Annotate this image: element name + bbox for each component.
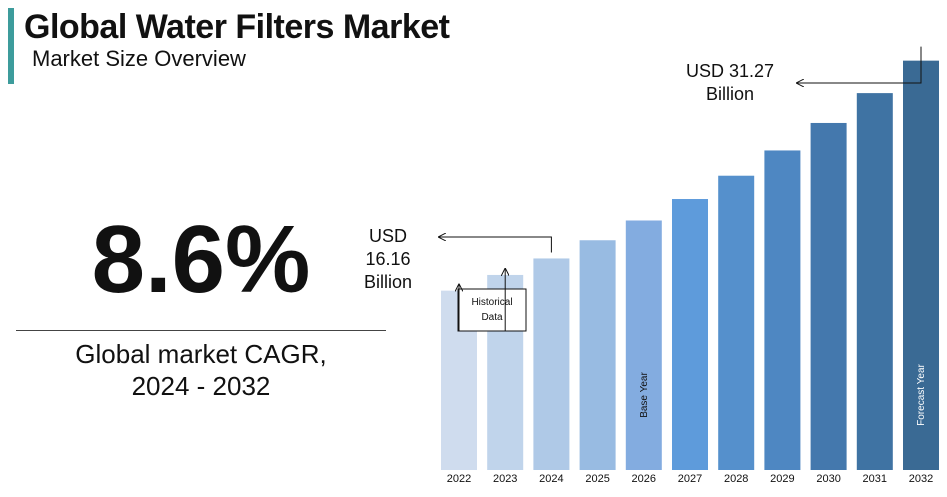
bar-2024 <box>533 258 570 470</box>
base-year-label: Base Year <box>639 372 650 418</box>
bar-2027 <box>672 199 708 470</box>
end-value-arrow <box>797 46 922 83</box>
cagr-label-line1: Global market CAGR, <box>75 339 327 369</box>
tick-label-2031: 2031 <box>863 473 887 485</box>
bar-2029 <box>764 150 801 470</box>
tick-label-2030: 2030 <box>816 473 840 485</box>
bar-2025 <box>579 240 616 470</box>
bar-2032 <box>903 60 939 470</box>
tick-label-2032: 2032 <box>909 473 933 485</box>
tick-label-2026: 2026 <box>632 473 656 485</box>
tick-label-2029: 2029 <box>770 473 794 485</box>
tick-label-2022: 2022 <box>447 473 471 485</box>
historical-data-box <box>457 288 527 332</box>
cagr-label-line2: 2024 - 2032 <box>131 371 271 401</box>
end-value-label-line2: Billion <box>706 84 754 104</box>
bar-2031 <box>856 93 893 470</box>
tick-label-2025: 2025 <box>585 473 609 485</box>
tick-label-2023: 2023 <box>493 473 517 485</box>
cagr-value: 8.6% <box>91 206 311 313</box>
start-value-arrow <box>439 237 552 253</box>
end-value-label-line1: USD 31.27 <box>686 61 774 81</box>
cagr-divider <box>16 330 386 331</box>
cagr-label: Global market CAGR, 2024 - 2032 <box>16 338 386 402</box>
title-accent-bar <box>8 8 14 84</box>
tick-label-2027: 2027 <box>678 473 702 485</box>
bar-2026 <box>625 220 662 470</box>
page-subtitle: Market Size Overview <box>32 46 246 71</box>
start-value-label-line2: 16.16 <box>365 249 410 269</box>
start-value-label-line3: Billion <box>364 272 412 292</box>
tick-label-2024: 2024 <box>539 473 563 485</box>
historical-label-line1: Historical <box>471 297 512 308</box>
start-value-label-line1: USD <box>369 226 407 246</box>
forecast-year-label: Forecast Year <box>916 363 927 425</box>
historical-label-line2: Data <box>481 312 503 323</box>
bar-2030 <box>810 122 847 471</box>
bar-2028 <box>718 175 755 470</box>
page-title: Global Water Filters Market <box>24 8 450 46</box>
tick-label-2028: 2028 <box>724 473 748 485</box>
